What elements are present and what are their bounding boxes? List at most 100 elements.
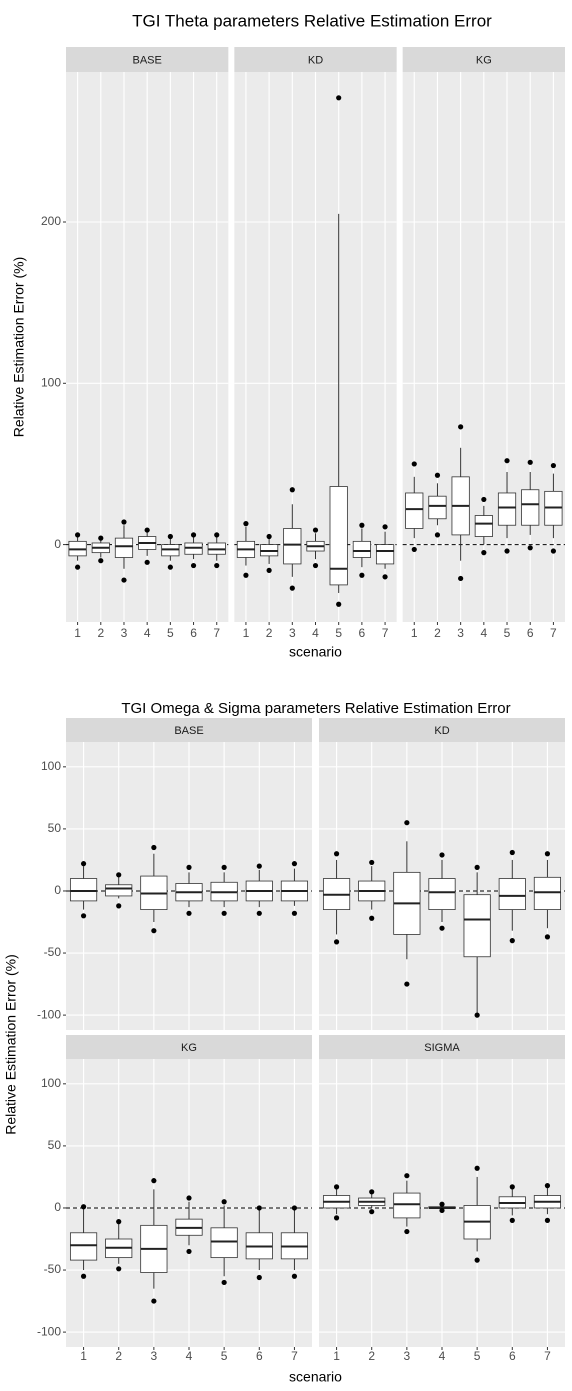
point — [121, 577, 127, 583]
point — [439, 1201, 445, 1207]
point — [80, 1273, 87, 1279]
y-tick-label: 0 — [54, 1200, 61, 1214]
point — [186, 1195, 192, 1201]
point — [369, 915, 375, 921]
x-axis-title: scenario — [289, 1369, 342, 1385]
chart-title: TGI Omega & Sigma parameters Relative Es… — [121, 700, 510, 717]
point — [186, 864, 192, 870]
box — [105, 884, 133, 897]
point — [256, 1205, 262, 1211]
y-tick-label: -50 — [44, 945, 62, 959]
box — [329, 486, 348, 586]
point — [404, 981, 410, 987]
facet-strip — [66, 718, 312, 742]
x-tick-label: 1 — [80, 1349, 87, 1363]
facet-strip — [234, 47, 397, 72]
point — [544, 851, 551, 857]
point — [167, 533, 173, 540]
box — [210, 1227, 238, 1259]
point — [221, 864, 227, 870]
y-axis-title: Relative Estimation Error (%) — [3, 954, 19, 1135]
point — [382, 574, 388, 580]
point — [116, 903, 122, 909]
facet-label: SIGMA — [424, 1042, 460, 1054]
y-tick-label: -100 — [37, 1007, 61, 1021]
box — [463, 894, 491, 958]
point — [214, 562, 220, 569]
box — [533, 876, 562, 910]
point — [151, 928, 157, 934]
facet-label: KG — [181, 1042, 197, 1054]
box — [393, 1192, 421, 1219]
box — [69, 1232, 98, 1261]
point — [434, 532, 441, 538]
point — [116, 1219, 122, 1225]
x-tick-label: 4 — [439, 1349, 446, 1363]
box — [498, 878, 526, 910]
point — [481, 496, 487, 503]
point — [312, 527, 319, 533]
facet-label: KD — [308, 54, 323, 66]
x-tick-label: 7 — [544, 1349, 551, 1363]
point — [266, 533, 272, 540]
x-tick-label: 4 — [312, 626, 319, 640]
x-tick-label: 2 — [115, 1349, 122, 1363]
point — [289, 487, 295, 493]
point — [411, 546, 417, 553]
y-tick-label: 0 — [54, 537, 61, 551]
point — [291, 910, 298, 916]
point — [439, 1207, 445, 1214]
facet-label: KG — [476, 54, 492, 66]
point — [527, 545, 533, 551]
point — [98, 558, 104, 564]
point — [369, 1189, 375, 1195]
facet-strip — [66, 1035, 312, 1059]
x-tick-label: 2 — [368, 1349, 375, 1363]
point — [411, 461, 417, 467]
point — [74, 564, 81, 570]
point — [116, 1266, 122, 1272]
point — [544, 934, 551, 940]
x-tick-label: 2 — [266, 626, 273, 640]
point — [80, 1204, 87, 1210]
y-tick-label: 100 — [41, 375, 61, 389]
facet-label: BASE — [174, 725, 203, 737]
point — [544, 1217, 551, 1223]
box — [497, 492, 517, 526]
x-tick-label: 5 — [335, 626, 342, 640]
x-tick-label: 6 — [509, 1349, 516, 1363]
x-tick-label: 2 — [434, 626, 441, 640]
y-tick-label: 100 — [41, 759, 61, 773]
point — [151, 1178, 157, 1184]
box — [114, 537, 134, 558]
x-tick-label: 7 — [382, 626, 389, 640]
box — [521, 489, 540, 526]
point — [144, 559, 150, 565]
x-tick-label: 3 — [457, 626, 464, 640]
x-tick-label: 1 — [411, 626, 418, 640]
y-tick-label: -100 — [37, 1324, 61, 1338]
point — [369, 859, 375, 866]
point — [369, 1209, 375, 1215]
point — [186, 1248, 192, 1255]
box — [375, 544, 395, 565]
point — [544, 1183, 551, 1189]
x-tick-label: 7 — [213, 626, 220, 640]
point — [151, 844, 157, 851]
point — [221, 1279, 227, 1286]
y-tick-label: 50 — [48, 821, 62, 835]
chart-title: TGI Theta parameters Relative Estimation… — [132, 11, 492, 30]
x-tick-label: 4 — [186, 1349, 193, 1363]
x-tick-label: 3 — [289, 626, 296, 640]
point — [186, 910, 192, 916]
point — [336, 601, 342, 607]
box — [428, 878, 456, 910]
x-tick-label: 7 — [550, 626, 557, 640]
facet-strip — [319, 718, 565, 742]
point — [333, 939, 340, 945]
point — [151, 1298, 157, 1304]
point — [509, 1217, 515, 1223]
x-tick-label: 5 — [474, 1349, 481, 1363]
facet-label: KD — [434, 725, 449, 737]
point — [382, 524, 388, 530]
